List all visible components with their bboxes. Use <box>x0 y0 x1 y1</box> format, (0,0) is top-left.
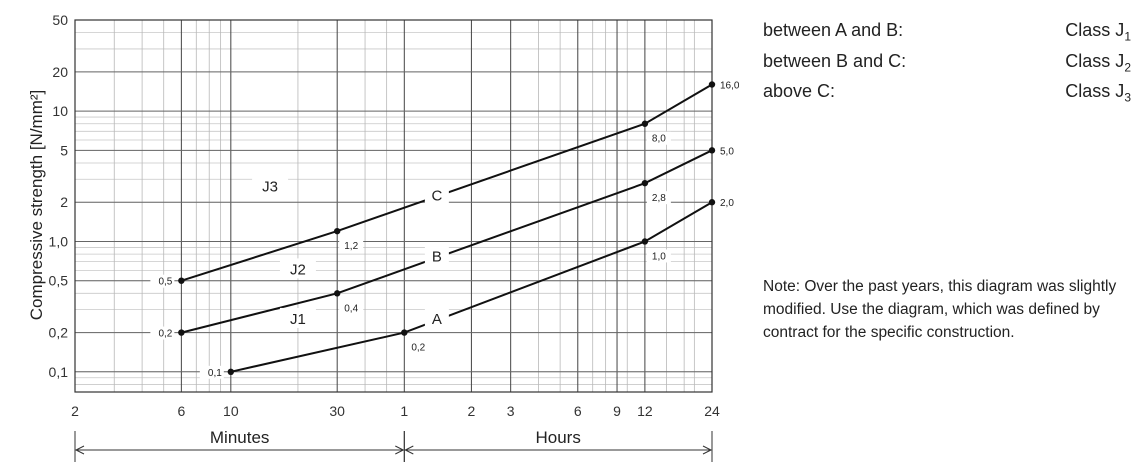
x-tick-label: 10 <box>223 403 239 419</box>
x-tick-label: 3 <box>507 403 515 419</box>
legend-row-j1: between A and B: Class J1 <box>763 18 1131 49</box>
x-tick-label: 6 <box>177 403 185 419</box>
x-tick-label: 12 <box>637 403 653 419</box>
y-tick-label: 20 <box>52 64 68 80</box>
data-label: 16,0 <box>720 81 740 92</box>
data-point <box>641 120 649 127</box>
series-name-label: A <box>432 311 442 328</box>
series-name-label: C <box>431 187 442 204</box>
data-label-bg <box>718 144 742 158</box>
region-label: J2 <box>290 261 306 278</box>
region-labels: J3 J2 J1 <box>252 175 316 328</box>
y-tick-label: 0,5 <box>49 273 69 289</box>
legend-class: Class J3 <box>1065 81 1131 105</box>
data-label-bg <box>646 191 671 205</box>
region-label: J3 <box>262 178 278 195</box>
data-label-bg <box>718 196 742 210</box>
y-tick-label: 2 <box>60 194 68 210</box>
data-label-bg <box>339 239 364 253</box>
span-arrowhead <box>74 445 85 455</box>
data-label: 1,2 <box>344 241 358 252</box>
series-line-c <box>181 83 713 282</box>
y-tick-label: 50 <box>52 12 68 28</box>
y-axis-label: Compressive strength [N/mm²] <box>27 90 46 321</box>
region-label-bg <box>252 175 289 196</box>
data-label: 0,1 <box>208 368 222 379</box>
data-label: 2,0 <box>720 198 734 209</box>
data-label: 8,0 <box>652 134 666 145</box>
y-tick-label: 10 <box>52 103 68 119</box>
y-tick-label: 5 <box>60 142 68 158</box>
data-point <box>178 277 185 284</box>
series-name-bg <box>424 245 449 266</box>
data-label-bg <box>150 326 175 340</box>
x-axis-ticks: 2 6 10 30 1 2 3 6 9 12 24 <box>71 403 720 419</box>
x-tick-label: 24 <box>704 403 720 419</box>
plot-frame <box>74 19 713 393</box>
series-layer: 0,1 0,2 1,0 2,0 A 0,2 0,4 2,8 5,0 B 0,5 1,2 8,0 16,0 C <box>150 78 742 379</box>
series-name-bg <box>424 308 449 329</box>
note-text: Note: Over the past years, this diagram … <box>763 278 1117 341</box>
x-tick-label: 1 <box>400 403 408 419</box>
legend-range-text: above C: <box>763 81 836 102</box>
data-point <box>333 227 341 235</box>
data-point <box>708 81 716 88</box>
legend-row-j3: above C: Class J3 <box>763 79 1131 110</box>
region-label-bg <box>279 307 316 328</box>
x-tick-label: 6 <box>574 403 582 419</box>
data-label-bg <box>406 340 431 354</box>
data-label: 2,8 <box>652 193 666 204</box>
data-label: 5,0 <box>720 146 734 157</box>
data-point <box>227 368 235 376</box>
data-label-bg <box>646 249 671 263</box>
data-label-bg <box>199 365 224 379</box>
data-label: 0,5 <box>158 277 172 288</box>
data-point <box>708 199 716 206</box>
y-tick-label: 1,0 <box>49 233 69 249</box>
series-line-b <box>181 149 713 334</box>
data-point <box>401 329 408 336</box>
data-label: 1,0 <box>652 251 666 262</box>
y-tick-label: 0,1 <box>49 364 69 380</box>
x-tick-label: 2 <box>468 403 476 419</box>
region-label: J1 <box>290 311 306 328</box>
data-label-bg <box>150 274 175 288</box>
y-tick-label: 0,2 <box>49 325 69 341</box>
legend-class: Class J2 <box>1065 50 1131 75</box>
x-tick-label: 9 <box>613 403 621 419</box>
span-arrowhead <box>404 445 414 455</box>
data-label: 0,2 <box>158 329 172 340</box>
data-label: 0,2 <box>411 343 425 354</box>
data-point <box>178 329 185 336</box>
data-point <box>333 290 341 297</box>
series-name-bg <box>424 184 449 205</box>
region-label-bg <box>279 258 316 279</box>
span-arrowhead <box>395 445 405 455</box>
data-label: 0,4 <box>344 303 358 314</box>
data-point <box>708 147 716 154</box>
y-axis-ticks: 0,1 0,2 0,5 1,0 2 5 10 20 50 <box>49 12 69 380</box>
x-tick-label: 30 <box>329 403 345 419</box>
legend-row-j2: between B and C: Class J2 <box>763 49 1131 80</box>
series-name-label: B <box>432 249 442 266</box>
time-spans: Minutes Hours <box>74 428 713 462</box>
span-label: Hours <box>535 428 580 447</box>
legend-range-text: between A and B: <box>763 20 904 40</box>
major-grid <box>74 19 713 393</box>
data-label-bg <box>339 301 364 315</box>
class-legend: between A and B: Class J1 between B and … <box>763 18 1131 110</box>
legend-range-text: between B and C: <box>763 50 907 71</box>
data-point <box>641 179 649 187</box>
span-arrowhead <box>702 445 713 455</box>
span-label: Minutes <box>210 428 270 447</box>
series-line-a <box>230 201 713 373</box>
data-point <box>641 238 649 245</box>
data-label-bg <box>718 78 742 92</box>
legend-class: Class J1 <box>1065 20 1131 44</box>
data-label-bg <box>646 131 671 145</box>
x-tick-label: 2 <box>71 403 79 419</box>
